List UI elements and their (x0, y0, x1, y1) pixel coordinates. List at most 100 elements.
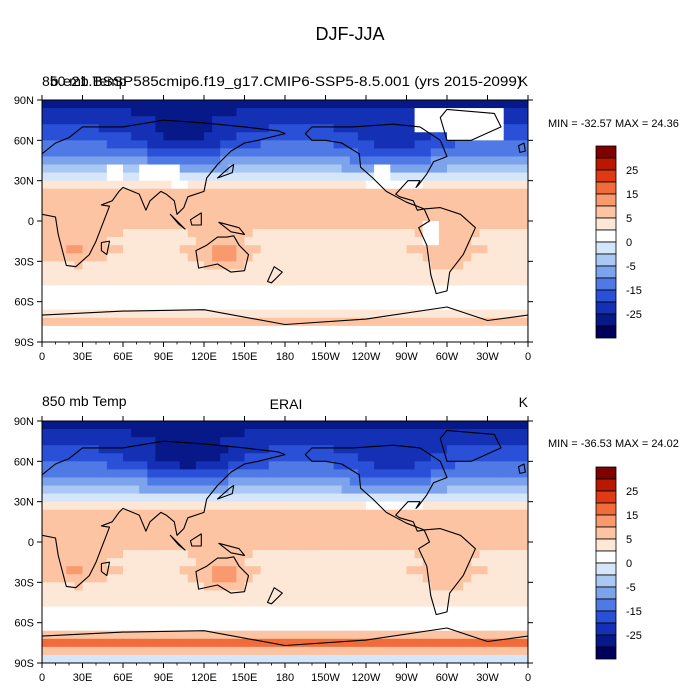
coastline-japan (216, 484, 235, 500)
x-tick-label: 60E (113, 351, 133, 363)
panel-erai-units: K (519, 394, 529, 410)
colorbar-label: 15 (626, 189, 638, 201)
x-tick-label: 150E (232, 672, 258, 684)
colorbar-swatch (595, 514, 617, 528)
coastline-australia (195, 556, 250, 594)
colorbar-swatch (595, 253, 617, 267)
colorbar-swatch (595, 562, 617, 576)
x-tick-label: 90E (154, 351, 174, 363)
colorbar-swatch (595, 313, 617, 327)
coastline-newguinea (218, 221, 246, 235)
panel-erai-axes: 0 30E 60E 90E 120E 150E 180 150W 120W 90W 60W 30W 09… (14, 416, 533, 684)
panel-model-stats: MIN = -32.57 MAX = 24.36 (548, 118, 679, 130)
x-tick-label: 90W (395, 672, 418, 684)
y-tick-label: 30S (14, 256, 34, 268)
coastline-borneo (189, 212, 202, 226)
colorbar-swatch (595, 181, 617, 195)
panel-erai-map (41, 420, 529, 664)
y-tick-label: 60N (14, 456, 34, 468)
coastline-borneo (189, 533, 202, 547)
x-tick-label: 30E (73, 351, 93, 363)
colorbar-label: 0 (626, 558, 632, 570)
coastline-britain (517, 142, 526, 153)
x-tick-label: 180 (276, 351, 294, 363)
colorbar-swatch (595, 145, 617, 159)
panel-model-center-title: b.e21.BSSP585cmip6.f19_g17.CMIP6-SSP5-8.… (50, 73, 522, 89)
x-tick-label: 0 (39, 672, 45, 684)
colorbar-label: -25 (626, 309, 642, 321)
colorbar-swatch (595, 526, 617, 540)
coastline-greenland (439, 108, 502, 141)
x-tick-label: 90E (154, 672, 174, 684)
colorbar-swatch (595, 193, 617, 207)
coastline-madagascar (100, 561, 111, 577)
x-tick-label: 30W (476, 351, 499, 363)
x-tick-label: 120E (191, 351, 217, 363)
colorbar-swatch (595, 466, 617, 480)
colorbar-swatch (595, 490, 617, 504)
colorbar-swatch (595, 325, 617, 339)
panel-erai: 850 mb Temp ERAI K MIN = -36.53 MAX = 24… (14, 393, 679, 684)
colorbar-swatch (595, 277, 617, 291)
y-tick-label: 90S (14, 658, 34, 670)
y-tick-label: 90S (14, 337, 34, 349)
colorbar-swatch (595, 289, 617, 303)
colorbar-label: 15 (626, 510, 638, 522)
panel-erai-colorbar: 25 15 5 0 -5 -15 -25 (595, 466, 642, 660)
x-tick-label: 90W (395, 351, 418, 363)
colorbar-swatch (595, 598, 617, 612)
coastline-americas (304, 444, 476, 616)
x-tick-label: 60W (436, 351, 459, 363)
panel-erai-center-title: ERAI (270, 396, 303, 412)
x-tick-label: 0 (525, 672, 531, 684)
y-tick-label: 0 (28, 216, 34, 228)
colorbar-swatch (595, 169, 617, 183)
y-tick-label: 90N (14, 95, 34, 107)
colorbar-label: 25 (626, 165, 638, 177)
y-tick-label: 30N (14, 497, 34, 509)
colorbar-label: 0 (626, 237, 632, 249)
coastline-sumatra (169, 213, 186, 230)
x-tick-label: 30W (476, 672, 499, 684)
x-tick-label: 150W (311, 351, 340, 363)
colorbar-swatch (595, 229, 617, 243)
colorbar-swatch (595, 574, 617, 588)
coastline-australia (195, 235, 250, 273)
x-tick-label: 120E (191, 672, 217, 684)
coastline-newguinea (218, 542, 246, 556)
panel-erai-stats: MIN = -36.53 MAX = 24.02 (548, 438, 679, 450)
panel-erai-coastlines (42, 429, 528, 663)
colorbar-swatch (595, 241, 617, 255)
y-tick-label: 60S (14, 618, 34, 630)
colorbar-swatch (595, 478, 617, 492)
panel-erai-field (42, 421, 528, 663)
colorbar-swatch (595, 610, 617, 624)
x-tick-label: 150E (232, 351, 258, 363)
colorbar-swatch (595, 586, 617, 600)
x-tick-label: 120W (352, 672, 381, 684)
colorbar-label: -5 (626, 582, 636, 594)
panel-erai-left-title: 850 mb Temp (42, 393, 127, 409)
colorbar-swatch (595, 538, 617, 552)
colorbar-swatch (595, 217, 617, 231)
panel-model-left-title: 850 mb Temp (42, 73, 127, 89)
colorbar-label: -15 (626, 606, 642, 618)
panel-model-coastlines (42, 108, 528, 342)
coastline-americas (304, 123, 476, 295)
x-tick-label: 0 (525, 351, 531, 363)
colorbar-swatch (595, 634, 617, 648)
x-tick-label: 60E (113, 672, 133, 684)
coastline-antarctica (42, 627, 528, 663)
panel-model: 850 mb Temp b.e21.BSSP585cmip6.f19_g17.C… (14, 73, 679, 363)
panel-model-field (42, 100, 528, 342)
colorbar-label: 5 (626, 213, 632, 225)
x-tick-label: 180 (276, 672, 294, 684)
coastline-eurasia-africa (42, 440, 286, 589)
colorbar-swatch (595, 205, 617, 219)
y-tick-label: 30S (14, 577, 34, 589)
coastline-madagascar (100, 240, 111, 256)
colorbar-swatch (595, 301, 617, 315)
panel-model-colorbar: 25 15 5 0 -5 -15 -25 (595, 145, 642, 339)
colorbar-label: 5 (626, 534, 632, 546)
